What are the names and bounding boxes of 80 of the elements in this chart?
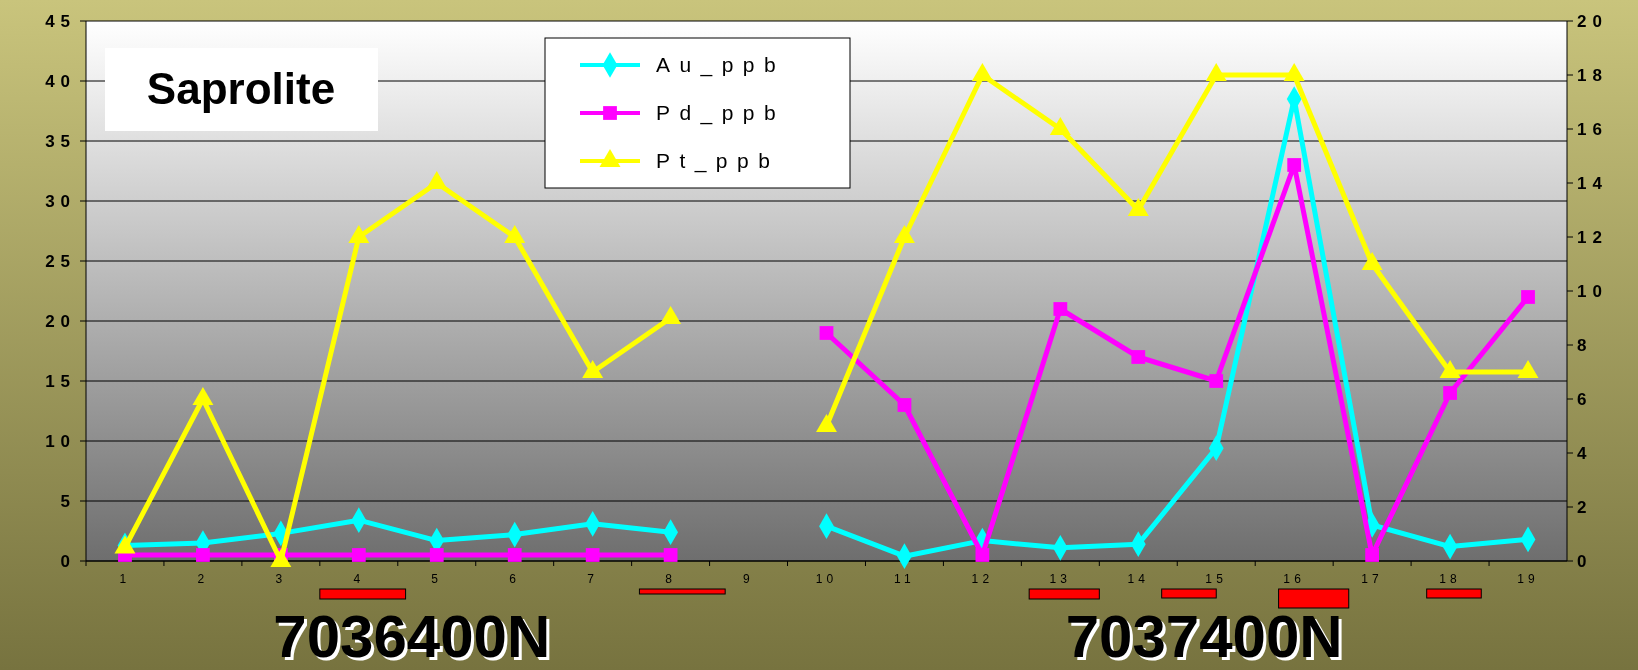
point	[1287, 158, 1302, 172]
point	[426, 170, 448, 190]
y2-tick-label: 0	[1577, 551, 1593, 571]
y-tick-label: 35	[45, 131, 76, 151]
x-tick-label: 16	[1283, 572, 1306, 586]
point	[192, 386, 214, 406]
y-tick-label: 45	[45, 11, 76, 31]
point	[1443, 386, 1457, 400]
legend-label: Pt_ppb	[656, 149, 780, 174]
point	[1439, 359, 1461, 379]
point	[585, 548, 600, 562]
x-tick-label: 7	[587, 572, 599, 586]
y-tick-label: 15	[45, 371, 76, 391]
point	[196, 548, 210, 562]
x-tick-label: 4	[353, 572, 365, 586]
x-tick-label: 8	[665, 572, 677, 586]
point	[1053, 302, 1068, 316]
x-tick-label: 13	[1049, 572, 1072, 586]
y-tick-label: 30	[45, 191, 76, 211]
x-tick-label: 6	[509, 572, 521, 586]
point	[429, 548, 444, 562]
x-tick-label: 18	[1439, 572, 1461, 586]
point	[1205, 62, 1227, 82]
y2-tick-label: 16	[1577, 119, 1608, 139]
x-tick-label: 19	[1517, 572, 1539, 586]
point	[975, 548, 990, 562]
x-tick-label: 17	[1361, 572, 1384, 586]
x-tick-label: 15	[1205, 572, 1228, 586]
point	[816, 413, 837, 433]
y2-tick-label: 12	[1577, 227, 1608, 247]
legend-label: Au_ppb	[656, 53, 786, 78]
point	[663, 548, 678, 562]
point	[507, 548, 522, 562]
point	[1517, 359, 1539, 379]
y-tick-label: 25	[45, 251, 76, 271]
text: 7036400N	[273, 603, 551, 670]
point	[1361, 251, 1383, 271]
point	[351, 548, 366, 562]
text: 7037400N	[1065, 603, 1343, 670]
y2-tick-label: 8	[1577, 335, 1593, 355]
point	[114, 535, 136, 554]
y2-tick-label: 18	[1577, 65, 1608, 85]
y2-tick-label: 2	[1577, 497, 1593, 517]
y-tick-label: 5	[60, 491, 76, 511]
y-tick-label: 0	[60, 551, 76, 571]
x-tick-label: 5	[431, 572, 443, 586]
y-tick-label: 20	[45, 311, 76, 331]
point	[348, 224, 370, 244]
y2-tick-label: 14	[1577, 173, 1608, 193]
point	[270, 548, 292, 568]
point	[897, 398, 912, 412]
x-tick-label: 11	[894, 572, 915, 586]
point	[660, 305, 682, 325]
point	[1049, 116, 1071, 136]
x-tick-label: 1	[119, 572, 131, 586]
legend-label: Pd_ppb	[656, 101, 786, 126]
x-tick-label: 3	[275, 572, 287, 586]
y-tick-label: 40	[45, 71, 76, 91]
x-tick-label: 10	[815, 572, 838, 586]
x-tick-label: 12	[971, 572, 994, 586]
point	[1127, 197, 1149, 217]
point	[1209, 374, 1224, 388]
point	[1283, 62, 1305, 82]
y2-tick-label: 6	[1577, 389, 1593, 409]
point	[1521, 290, 1535, 304]
point	[893, 224, 915, 244]
y2-tick-label: 10	[1577, 281, 1608, 301]
text: Saprolite	[146, 64, 336, 113]
point	[504, 224, 526, 244]
point	[819, 326, 834, 340]
point	[1131, 350, 1146, 364]
x-tick-label: 9	[743, 572, 754, 586]
y-tick-label: 10	[45, 431, 76, 451]
x-tick-label: 14	[1127, 572, 1150, 586]
y2-tick-label: 4	[1577, 443, 1593, 463]
point	[971, 62, 993, 82]
x-tick-label: 2	[197, 572, 209, 586]
y2-tick-label: 20	[1577, 11, 1608, 31]
point	[582, 359, 604, 379]
point	[1365, 548, 1380, 562]
